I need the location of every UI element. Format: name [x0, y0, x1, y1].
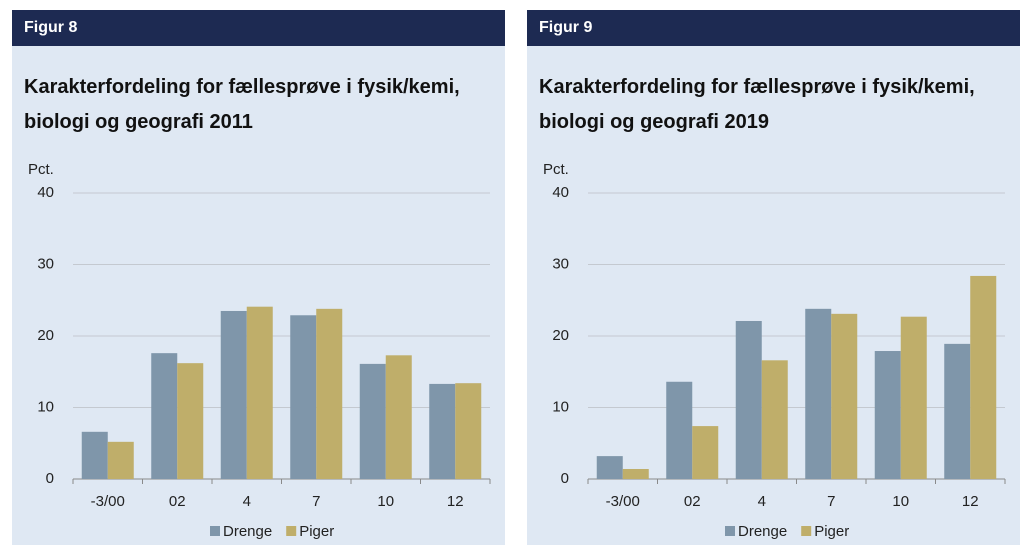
bar [385, 355, 412, 479]
y-tick-label: 40 [37, 184, 54, 201]
chart-title: Karakterfordeling for fællesprøve i fysi… [24, 76, 460, 133]
bar [900, 316, 927, 479]
legend-label: Drenge [738, 523, 787, 540]
bar [290, 315, 317, 479]
chart: Pct. 0 10 20 30 40 -3/00 02 4 7 10 12 Drenge Piger [28, 161, 491, 540]
legend-label: Drenge [223, 523, 272, 540]
bar [455, 383, 482, 479]
bar [81, 431, 108, 479]
y-axis-label: Pct. [28, 161, 54, 178]
bar [692, 426, 719, 479]
bar [970, 275, 997, 479]
y-tick-label: 0 [46, 470, 54, 487]
bar [761, 360, 788, 479]
y-tick-label: 30 [37, 255, 54, 272]
y-tick-label: 10 [552, 398, 569, 415]
y-tick-label: 20 [552, 327, 569, 344]
bar [316, 308, 343, 479]
bar [622, 468, 649, 479]
bar [107, 441, 134, 479]
bar [666, 381, 693, 479]
legend-swatch [725, 526, 735, 536]
chart-title: Karakterfordeling for fællesprøve i fysi… [539, 76, 975, 133]
x-tick-label: 4 [758, 493, 766, 510]
legend-swatch [801, 526, 812, 536]
y-tick-label: 20 [37, 327, 54, 344]
x-tick-label: 02 [169, 493, 186, 510]
figure-label: Figur 8 [12, 10, 505, 46]
bar [246, 306, 273, 479]
bar [177, 363, 204, 479]
bar [359, 363, 386, 479]
bar [805, 308, 832, 479]
x-tick-label: 12 [447, 493, 464, 510]
bar [874, 351, 901, 479]
bar [429, 383, 456, 479]
x-tick-label: -3/00 [606, 493, 640, 510]
figure-panel: Pct. 0 10 20 30 40 -3/00 02 4 7 10 12 Drenge Piger Fig… [12, 10, 505, 545]
legend-label: Piger [299, 523, 334, 540]
bar [831, 313, 858, 479]
x-tick-label: 02 [684, 493, 701, 510]
legend-label: Piger [814, 523, 849, 540]
legend-swatch [286, 526, 297, 536]
y-tick-label: 0 [561, 470, 569, 487]
bar [596, 456, 623, 479]
figure-panel: Pct. 0 10 20 30 40 -3/00 02 4 7 10 12 Drenge Piger Fig… [527, 10, 1020, 545]
y-axis-label: Pct. [543, 161, 569, 178]
y-tick-label: 40 [552, 184, 569, 201]
legend-swatch [210, 526, 220, 536]
x-tick-label: 7 [312, 493, 320, 510]
x-tick-label: 4 [243, 493, 251, 510]
bar [220, 310, 247, 479]
x-tick-label: 10 [892, 493, 909, 510]
bar [151, 353, 178, 479]
bar [735, 320, 762, 479]
bar [944, 343, 971, 479]
x-tick-label: 12 [962, 493, 979, 510]
figure-label: Figur 9 [527, 10, 1020, 46]
x-tick-label: 7 [827, 493, 835, 510]
y-tick-label: 30 [552, 255, 569, 272]
chart: Pct. 0 10 20 30 40 -3/00 02 4 7 10 12 Drenge Piger [543, 161, 1006, 540]
y-tick-label: 10 [37, 398, 54, 415]
x-tick-label: 10 [377, 493, 394, 510]
x-tick-label: -3/00 [91, 493, 125, 510]
